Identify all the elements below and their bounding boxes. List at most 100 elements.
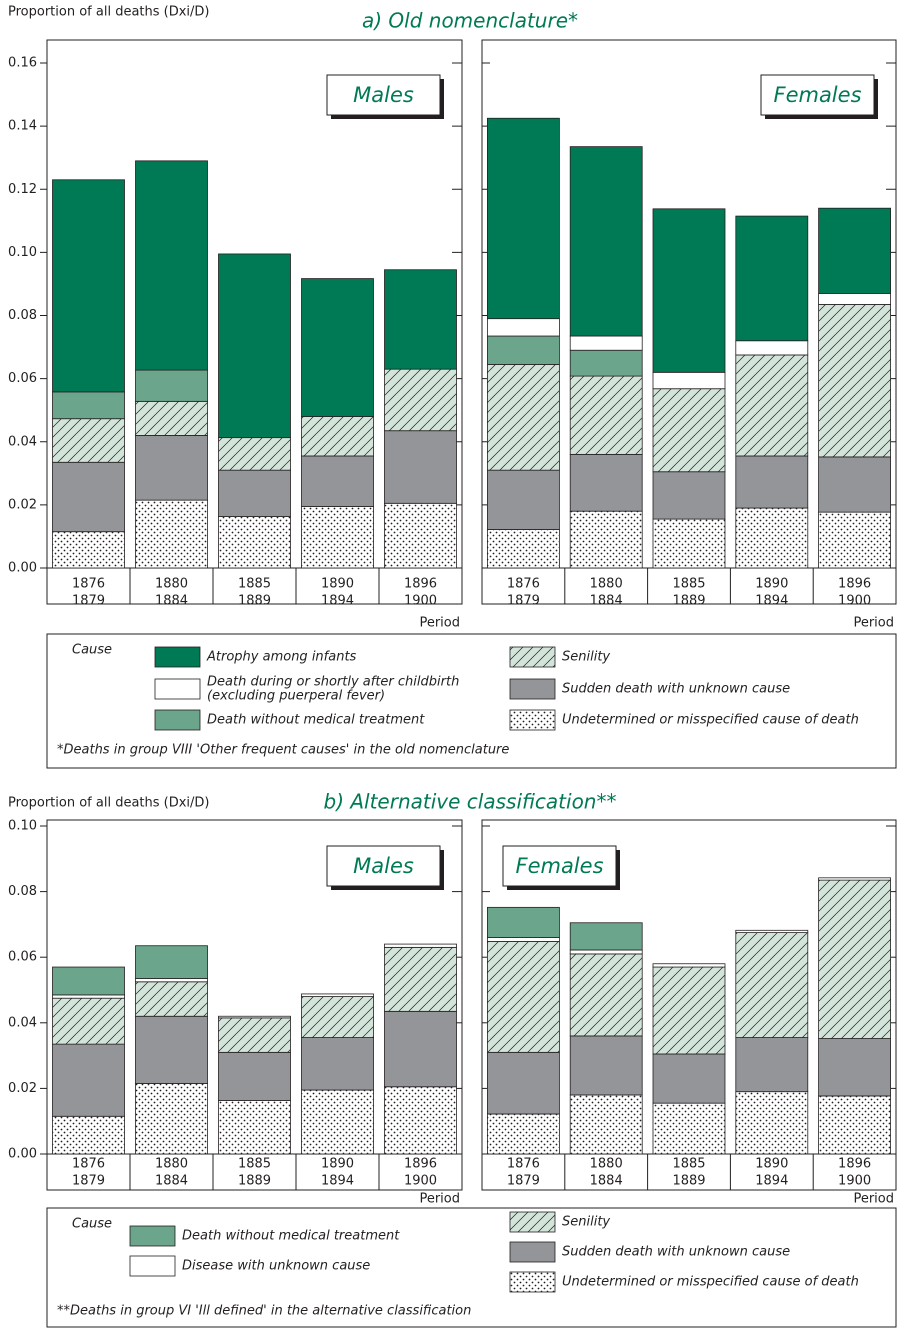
x-tick-label: 1890 [321,1157,354,1172]
bar-segment [218,437,291,471]
bar-segment [735,929,809,934]
x-tick-label: 1885 [238,1157,271,1172]
note: **Deaths in group VI 'Ill defined' in th… [57,1304,471,1319]
legend-label: Death without medical treatment [182,1229,400,1244]
panel-frame [46,819,463,1191]
bar-segment [735,1037,809,1093]
y-axis-label: Proportion of all deaths (Dxi/D) [8,5,210,20]
legend-swatch [129,1225,176,1247]
x-tick-label: 1876 [507,1157,540,1172]
panel-frame [481,39,897,605]
x-tick-label: 1879 [507,1174,540,1189]
bar-segment [135,1015,208,1084]
bar-segment [384,502,457,569]
y-tick-label: 0.10 [8,245,37,260]
legend-label: Senility [562,650,610,665]
x-tick-label: 1900 [404,1174,437,1189]
panel-title-box [760,74,875,116]
legend-swatch [509,1271,556,1293]
y-tick-label: 0.06 [8,950,37,965]
legend-label: Undetermined or misspecified cause of de… [562,713,859,728]
bar-segment [384,1086,457,1155]
bar-segment [135,435,208,501]
bar-segment [135,499,208,569]
bar-segment [301,455,374,507]
bar-segment [384,368,457,432]
x-tick-label: 1889 [238,1174,271,1189]
y-tick-label: 0.14 [8,119,37,134]
x-tick-label: 1885 [672,577,705,592]
x-tick-label: 1890 [321,577,354,592]
bar-segment [135,978,208,983]
bar-segment [652,388,726,473]
bar-segment [486,117,560,320]
bar-segment [569,922,643,951]
x-axis-label: Period [419,1192,460,1207]
x-tick-label: 1880 [590,1157,623,1172]
bar-segment [52,1043,125,1117]
bar-segment [735,507,809,569]
bar-segment [218,1100,291,1155]
bar-segment [569,146,643,337]
bar-segment [384,1010,457,1088]
bar-segment [301,993,374,997]
x-tick-label: 1884 [155,594,188,609]
bar-segment [569,949,643,955]
x-tick-label: 1880 [155,577,188,592]
bar-segment [52,966,125,996]
bar-segment [218,1015,291,1019]
bar-segment [52,994,125,999]
bar-segment [301,1089,374,1155]
y-tick-label: 0.12 [8,182,37,197]
bar-segment [569,1035,643,1096]
bar-segment [135,160,208,371]
bar-segment [652,1053,726,1104]
bar-segment [218,469,291,517]
bar-segment [52,997,125,1045]
x-tick-label: 1889 [672,1174,705,1189]
bar-segment [486,364,560,471]
legend-label: Undetermined or misspecified cause of de… [562,1275,859,1290]
y-tick-label: 0.16 [8,56,37,71]
legend-swatch [509,646,556,668]
bar-segment [301,506,374,569]
bar-segment [52,461,125,533]
bar-segment [818,293,891,305]
panel-title: Males [353,854,414,878]
x-tick-label: 1896 [838,577,871,592]
panel-title: Females [515,854,603,878]
legend-swatch [509,1211,556,1233]
bar-segment [569,510,643,569]
y-tick-label: 0.08 [8,308,37,323]
bar-segment [218,1017,291,1053]
bar-segment [818,1095,891,1155]
legend-swatch [154,646,201,668]
y-tick-label: 0.04 [8,434,37,449]
bar-segment [301,278,374,417]
bar-segment [486,469,560,530]
bar-segment [735,1091,809,1155]
bar-segment [52,179,125,393]
x-tick-label: 1889 [238,594,271,609]
x-tick-label: 1894 [321,594,354,609]
legend-swatch [154,678,201,700]
x-tick-label: 1896 [404,577,437,592]
bar-segment [735,215,809,342]
bar-segment [735,340,809,356]
y-tick-label: 0.00 [8,561,37,576]
panel-title-box [502,845,617,887]
bar-segment [301,1037,374,1091]
bar-segment [301,996,374,1038]
bar-segment [569,453,643,512]
x-tick-label: 1900 [404,594,437,609]
x-tick-label: 1890 [755,1157,788,1172]
y-tick-label: 0.08 [8,884,37,899]
legend-label: Death during or shortly after childbirth [207,675,459,690]
x-tick-label: 1900 [838,594,871,609]
x-tick-label: 1880 [155,1157,188,1172]
bar-segment [218,253,291,439]
x-tick-label: 1885 [238,577,271,592]
bar-segment [135,400,208,436]
bar-segment [735,354,809,457]
bar-segment [818,304,891,458]
